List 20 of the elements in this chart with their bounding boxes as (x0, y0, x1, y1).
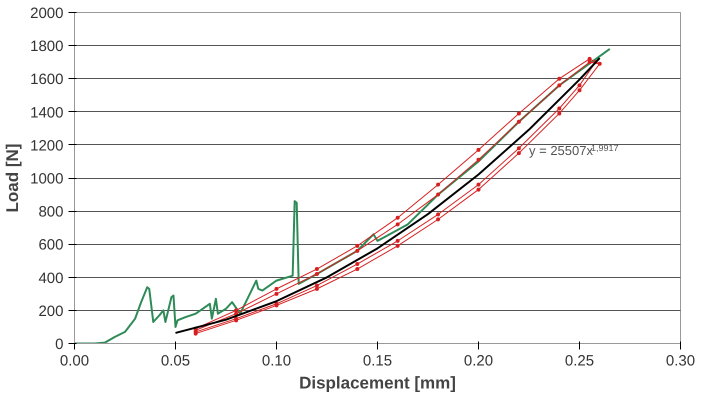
y-tick-label: 800 (38, 204, 64, 221)
y-tick-label: 2000 (30, 5, 64, 22)
x-tick-label: 0.15 (362, 352, 392, 370)
y-tick-label: 600 (38, 236, 64, 254)
y-tick-label: 1200 (30, 137, 64, 154)
y-tick-label: 0 (55, 336, 64, 353)
x-tick-label: 0.25 (564, 352, 594, 370)
y-tick-label: 400 (38, 270, 64, 287)
y-tick-label: 1600 (30, 71, 64, 88)
y-tick-label: 1000 (30, 170, 64, 188)
y-tick-label: 1800 (30, 38, 64, 56)
x-tick-label: 0.20 (464, 352, 494, 370)
y-tick-label: 200 (38, 302, 64, 320)
x-tick-label: 0.00 (60, 352, 90, 370)
x-tick-label: 0.10 (262, 352, 292, 370)
y-tick-label: 1400 (30, 104, 64, 122)
x-tick-label: 0.05 (160, 352, 190, 370)
x-tick-label: 0.30 (666, 352, 696, 370)
x-axis-title: Displacement [mm] (299, 374, 456, 392)
y-axis-title: Load [N] (3, 144, 22, 212)
